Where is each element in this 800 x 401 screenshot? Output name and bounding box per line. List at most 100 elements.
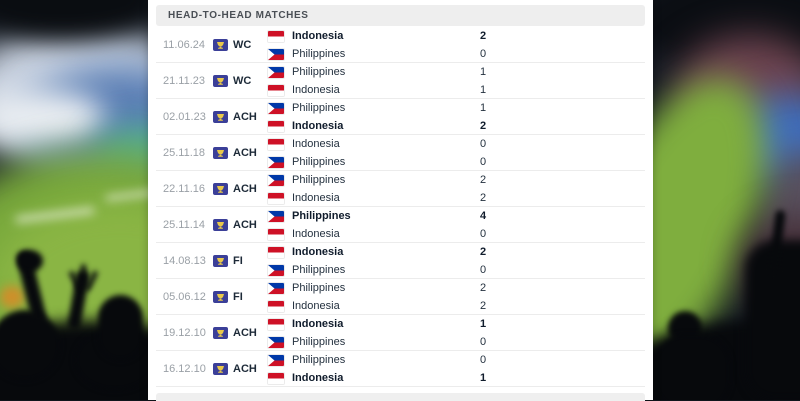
indonesia-flag-icon	[268, 300, 284, 312]
competition: WC	[213, 39, 268, 51]
team-name: Philippines	[292, 210, 351, 222]
competition-code: ACH	[233, 147, 257, 159]
philippines-flag-icon	[268, 48, 284, 60]
match-row[interactable]: 05.06.12 FI Philippines 2 Indonesia 2	[148, 279, 653, 315]
team-line: Philippines 0	[268, 261, 653, 279]
fan-silhouette	[98, 295, 143, 360]
competition-code: ACH	[233, 219, 257, 231]
team-line: Philippines 2	[268, 171, 653, 189]
match-row[interactable]: 19.12.10 ACH Indonesia 1 Philippines 0	[148, 315, 653, 351]
philippines-flag-icon	[268, 102, 284, 114]
team-line: Indonesia 2	[268, 243, 653, 261]
match-row[interactable]: 14.08.13 FI Indonesia 2 Philippines 0	[148, 243, 653, 279]
team-line: Indonesia 1	[268, 81, 653, 99]
match-row[interactable]: 21.11.23 WC Philippines 1 Indonesia 1	[148, 63, 653, 99]
fan-silhouette	[655, 335, 730, 400]
team-name: Philippines	[292, 282, 346, 294]
team-line: Philippines 4	[268, 207, 653, 225]
next-section-header-bar	[156, 393, 645, 401]
teams: Philippines 2 Indonesia 2	[268, 171, 653, 207]
competition-badge-icon	[213, 363, 228, 375]
team-score: 2	[480, 246, 487, 258]
match-list: 11.06.24 WC Indonesia 2 Philippines 0 21.11…	[148, 27, 653, 387]
competition-badge-icon	[213, 111, 228, 123]
match-date: 16.12.10	[163, 363, 206, 375]
teams: Philippines 0 Indonesia 1	[268, 351, 653, 387]
competition-badge-icon	[213, 219, 228, 231]
team-line: Philippines 0	[268, 153, 653, 171]
match-date: 21.11.23	[163, 75, 206, 87]
indonesia-flag-icon	[268, 30, 284, 42]
team-line: Indonesia 2	[268, 189, 653, 207]
competition: WC	[213, 75, 268, 87]
team-score: 2	[480, 120, 487, 132]
competition: FI	[213, 255, 268, 267]
team-name: Philippines	[292, 174, 346, 186]
team-line: Philippines 0	[268, 333, 653, 351]
philippines-flag-icon	[268, 174, 284, 186]
team-line: Philippines 1	[268, 63, 653, 81]
match-row[interactable]: 11.06.24 WC Indonesia 2 Philippines 0	[148, 27, 653, 63]
team-name: Indonesia	[292, 84, 340, 96]
team-name: Indonesia	[292, 30, 344, 42]
match-date: 25.11.14	[163, 219, 206, 231]
team-name: Indonesia	[292, 318, 344, 330]
team-line: Philippines 1	[268, 99, 653, 117]
philippines-flag-icon	[268, 210, 284, 222]
fan-silhouette	[17, 250, 43, 272]
competition-badge-icon	[213, 147, 228, 159]
crowd-blur-shape	[0, 286, 24, 308]
philippines-flag-icon	[268, 156, 284, 168]
competition-code: ACH	[233, 111, 257, 123]
teams: Indonesia 0 Philippines 0	[268, 135, 653, 171]
team-score: 0	[480, 156, 487, 168]
indonesia-flag-icon	[268, 318, 284, 330]
fan-silhouette	[81, 264, 86, 288]
teams: Philippines 4 Indonesia 0	[268, 207, 653, 243]
team-name: Indonesia	[292, 300, 340, 312]
match-date: 05.06.12	[163, 291, 206, 303]
indonesia-flag-icon	[268, 228, 284, 240]
match-row[interactable]: 25.11.18 ACH Indonesia 0 Philippines 0	[148, 135, 653, 171]
team-name: Indonesia	[292, 120, 344, 132]
teams: Philippines 1 Indonesia 1	[268, 63, 653, 99]
team-name: Philippines	[292, 48, 346, 60]
philippines-flag-icon	[268, 66, 284, 78]
indonesia-flag-icon	[268, 138, 284, 150]
team-score: 2	[480, 300, 487, 312]
competition-badge-icon	[213, 291, 228, 303]
match-row[interactable]: 25.11.14 ACH Philippines 4 Indonesia 0	[148, 207, 653, 243]
competition-badge-icon	[213, 255, 228, 267]
competition-code: FI	[233, 291, 243, 303]
competition: ACH	[213, 147, 268, 159]
team-score: 2	[480, 282, 487, 294]
match-row[interactable]: 22.11.16 ACH Philippines 2 Indonesia 2	[148, 171, 653, 207]
match-date: 25.11.18	[163, 147, 206, 159]
head-to-head-panel: HEAD-TO-HEAD MATCHES 11.06.24 WC Indones…	[148, 0, 653, 401]
team-score: 0	[480, 354, 487, 366]
competition-code: WC	[233, 75, 252, 87]
match-date: 22.11.16	[163, 183, 206, 195]
match-date: 14.08.13	[163, 255, 206, 267]
team-name: Indonesia	[292, 246, 344, 258]
team-line: Indonesia 2	[268, 27, 653, 45]
team-line: Indonesia 2	[268, 117, 653, 135]
match-row[interactable]: 16.12.10 ACH Philippines 0 Indonesia 1	[148, 351, 653, 387]
team-line: Indonesia 0	[268, 225, 653, 243]
match-row[interactable]: 02.01.23 ACH Philippines 1 Indonesia 2	[148, 99, 653, 135]
competition-code: ACH	[233, 183, 257, 195]
competition-code: ACH	[233, 363, 257, 375]
team-score: 1	[480, 84, 487, 96]
competition: ACH	[213, 327, 268, 339]
team-score: 0	[480, 48, 487, 60]
match-date: 11.06.24	[163, 39, 206, 51]
panel-header: HEAD-TO-HEAD MATCHES	[156, 5, 645, 26]
team-name: Philippines	[292, 66, 346, 78]
team-line: Indonesia 2	[268, 297, 653, 315]
team-line: Indonesia 1	[268, 369, 653, 387]
team-score: 0	[480, 264, 487, 276]
competition: FI	[213, 291, 268, 303]
competition-badge-icon	[213, 327, 228, 339]
indonesia-flag-icon	[268, 192, 284, 204]
team-name: Philippines	[292, 102, 346, 114]
